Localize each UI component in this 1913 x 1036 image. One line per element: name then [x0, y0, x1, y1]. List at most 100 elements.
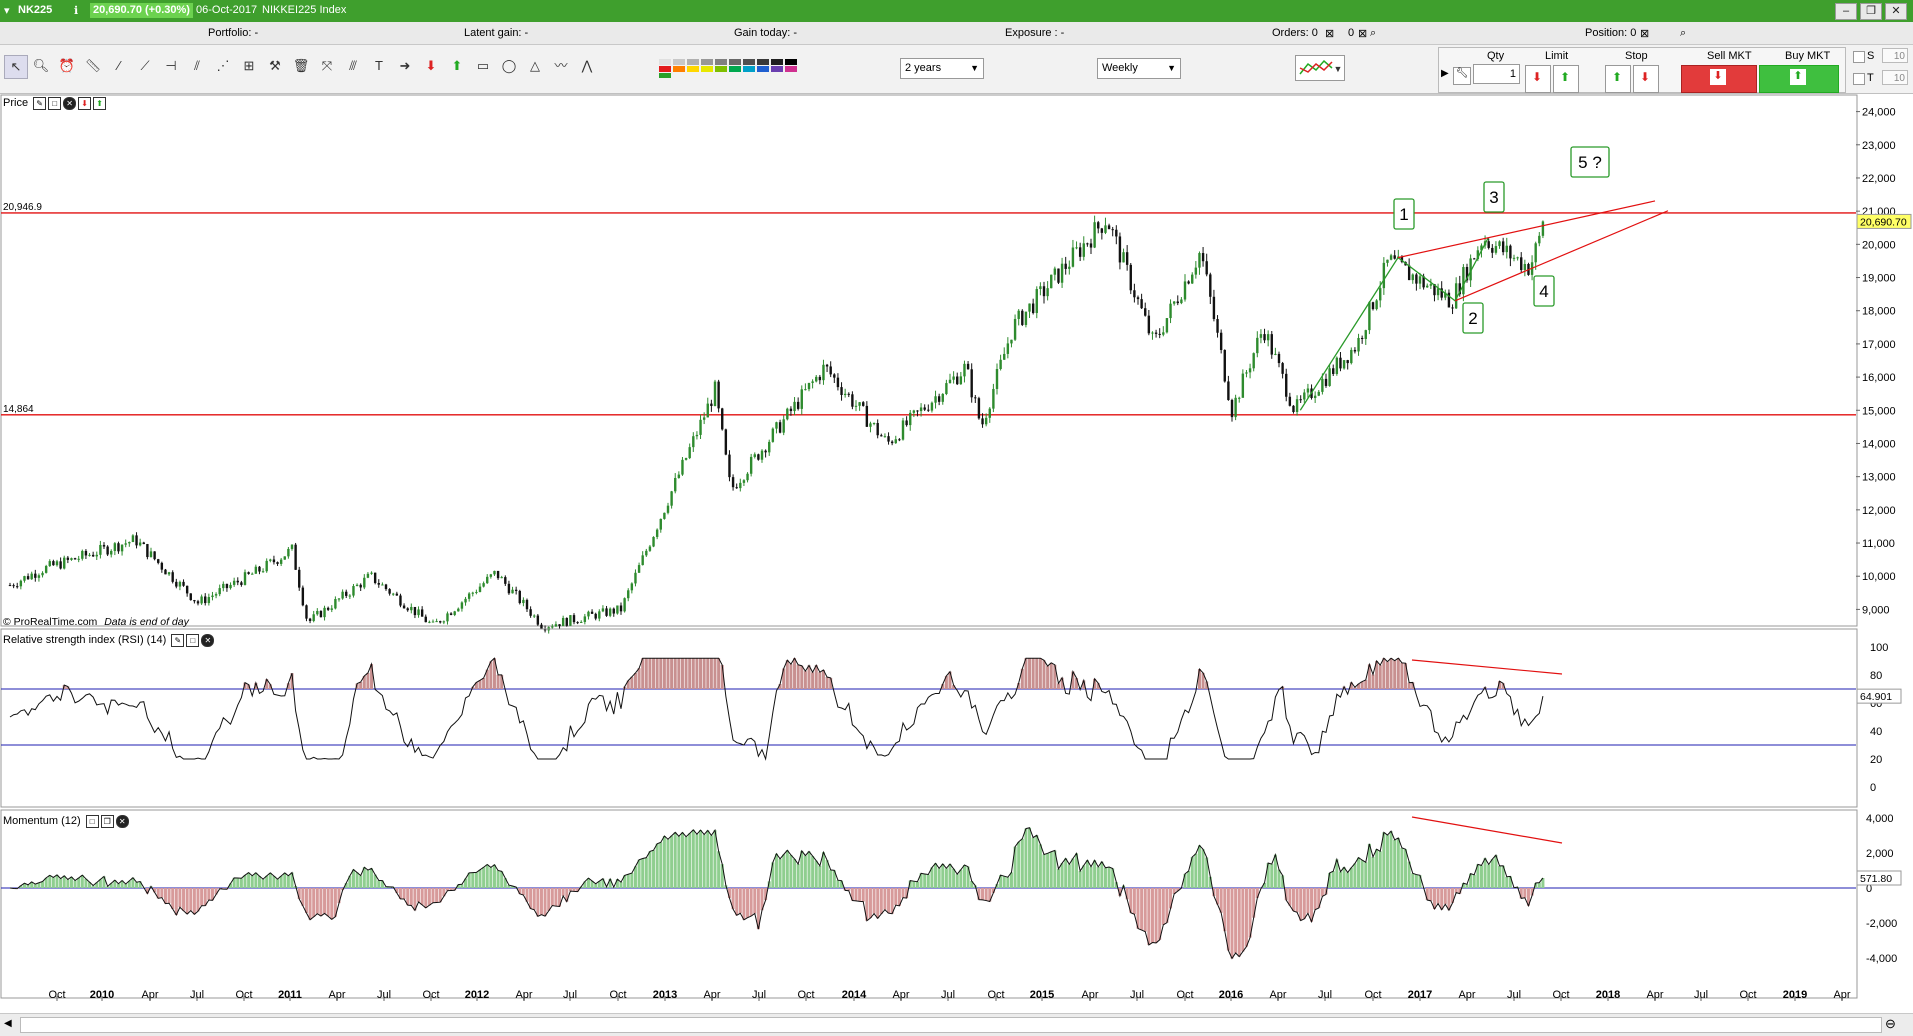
- order-panel-arrow-icon[interactable]: ▶: [1441, 68, 1449, 79]
- close-icon[interactable]: ✕: [115, 814, 129, 828]
- pointer-tool-icon[interactable]: ↖: [4, 55, 28, 79]
- buy-shortcut-icon[interactable]: ⬆: [93, 96, 107, 110]
- color-swatch[interactable]: [687, 66, 699, 72]
- restore-icon[interactable]: ❐: [100, 814, 114, 828]
- candle-body: [110, 550, 113, 555]
- wave-tool-icon[interactable]: 〰: [554, 58, 568, 73]
- scroll-left-icon[interactable]: ◀: [4, 1018, 12, 1029]
- horizontal-scrollbar[interactable]: ◀ ⊖: [0, 1013, 1913, 1036]
- color-swatch[interactable]: [729, 66, 741, 72]
- candle-body: [106, 546, 109, 555]
- timeframe-select[interactable]: Weekly ▼: [1097, 58, 1181, 79]
- t-checkbox[interactable]: [1853, 73, 1865, 85]
- maximize-icon[interactable]: □: [85, 814, 99, 828]
- arrow-right-icon[interactable]: ➜: [399, 58, 411, 73]
- chart-type-chevron-icon[interactable]: ▼: [1333, 64, 1343, 74]
- candle-body: [240, 582, 243, 585]
- scroll-thumb[interactable]: [20, 1017, 1882, 1033]
- candle-body: [724, 429, 728, 455]
- candle-body: [1057, 268, 1060, 283]
- close-icon[interactable]: ✕: [1885, 3, 1907, 20]
- maximize-icon[interactable]: □: [48, 96, 62, 110]
- chart-area[interactable]: 24,00023,00022,00021,00020,00019,00018,0…: [0, 93, 1913, 1013]
- symbol-label[interactable]: NK225: [18, 4, 53, 16]
- position-search-icon[interactable]: ⌕: [1680, 27, 1687, 39]
- rectangle-icon[interactable]: ▭: [476, 58, 490, 73]
- zoom-icon[interactable]: 🔍︎: [32, 58, 50, 73]
- color-swatch[interactable]: [673, 66, 685, 72]
- limit-sell-button[interactable]: ⬇: [1525, 65, 1551, 93]
- color-swatch[interactable]: [701, 59, 713, 65]
- parallel-icon[interactable]: ⫻: [349, 58, 357, 73]
- candle-body: [12, 585, 15, 587]
- color-swatch[interactable]: [785, 66, 797, 72]
- orders-icon[interactable]: ⊠: [1325, 28, 1335, 40]
- sell-shortcut-icon[interactable]: ⬇: [78, 96, 92, 110]
- wrench-icon[interactable]: ✎: [171, 633, 185, 647]
- color-swatch[interactable]: [687, 59, 699, 65]
- fibonacci-icon[interactable]: ⊞: [243, 58, 255, 73]
- channel-tool-icon[interactable]: ⫽: [194, 58, 200, 73]
- stop-sell-button[interactable]: ⬇: [1633, 65, 1659, 93]
- chart-type-icon: [1299, 59, 1333, 75]
- arrow-down-icon[interactable]: ⬇: [425, 58, 437, 73]
- buy-mkt-button[interactable]: ⬆: [1759, 65, 1839, 93]
- hline-tool-icon[interactable]: ⊣: [165, 58, 177, 73]
- color-swatch[interactable]: [659, 73, 671, 79]
- x-tick-label: 2014: [842, 989, 867, 1001]
- limit-buy-button[interactable]: ⬆: [1553, 65, 1579, 93]
- palette-swatches[interactable]: [658, 58, 812, 79]
- rsi-y-tick-label: 100: [1870, 642, 1888, 654]
- minimize-icon[interactable]: –: [1835, 3, 1857, 20]
- sell-mkt-button[interactable]: ⬇: [1681, 65, 1757, 93]
- text-tool-icon[interactable]: T: [375, 58, 383, 73]
- info-icon[interactable]: ℹ: [74, 5, 79, 17]
- color-swatch[interactable]: [771, 66, 783, 72]
- triangle-icon[interactable]: △: [530, 58, 540, 73]
- color-swatch[interactable]: [715, 66, 727, 72]
- wrench-icon[interactable]: 🔧︎: [1453, 67, 1471, 85]
- orders2-icon[interactable]: ⊠: [1358, 28, 1368, 40]
- t-input[interactable]: 10: [1882, 70, 1908, 85]
- color-swatch[interactable]: [771, 59, 783, 65]
- magnet-icon[interactable]: ⚒: [269, 58, 281, 73]
- s-input[interactable]: 10: [1882, 48, 1908, 63]
- s-checkbox[interactable]: [1853, 51, 1865, 63]
- chart-type-button[interactable]: [1295, 55, 1345, 81]
- maximize-icon[interactable]: □: [186, 633, 200, 647]
- color-swatch[interactable]: [659, 59, 671, 65]
- color-swatch[interactable]: [757, 59, 769, 65]
- period-select[interactable]: 2 years ▼: [900, 58, 984, 79]
- trash-icon[interactable]: 🗑︎: [292, 58, 310, 73]
- stop-buy-button[interactable]: ⬆: [1605, 65, 1631, 93]
- color-palette[interactable]: [658, 58, 812, 79]
- candle-body: [1140, 299, 1143, 309]
- wrench-icon[interactable]: ✎: [33, 96, 47, 110]
- fan-tool-icon[interactable]: ⋰: [216, 58, 230, 73]
- alarm-icon[interactable]: ⏰: [58, 58, 76, 73]
- close-icon[interactable]: ✕: [201, 633, 215, 647]
- qty-input[interactable]: 1: [1473, 64, 1520, 84]
- orders-search-icon[interactable]: ⌕: [1370, 27, 1377, 39]
- pattern-tool-icon[interactable]: ⋀: [581, 58, 593, 73]
- ruler-icon[interactable]: 📏︎: [84, 58, 102, 73]
- restore-icon[interactable]: ❐: [1860, 3, 1882, 20]
- arrow-up-icon[interactable]: ⬆: [451, 58, 463, 73]
- color-swatch[interactable]: [743, 66, 755, 72]
- close-icon[interactable]: ✕: [63, 96, 77, 110]
- ellipse-icon[interactable]: ◯: [501, 58, 517, 73]
- color-swatch[interactable]: [757, 66, 769, 72]
- color-swatch[interactable]: [729, 59, 741, 65]
- cross-line-icon[interactable]: ⤧: [321, 58, 333, 73]
- color-swatch[interactable]: [715, 59, 727, 65]
- color-swatch[interactable]: [785, 59, 797, 65]
- color-swatch[interactable]: [701, 66, 713, 72]
- color-swatch[interactable]: [673, 59, 685, 65]
- ray-tool-icon[interactable]: ⟋: [140, 58, 150, 73]
- color-swatch[interactable]: [743, 59, 755, 65]
- symbol-dropdown-icon[interactable]: ▾: [4, 5, 10, 17]
- zoom-out-icon[interactable]: ⊖: [1885, 1016, 1896, 1031]
- line-tool-icon[interactable]: ⁄: [117, 58, 121, 73]
- position-icon[interactable]: ⊠: [1640, 28, 1650, 40]
- color-swatch[interactable]: [659, 66, 671, 72]
